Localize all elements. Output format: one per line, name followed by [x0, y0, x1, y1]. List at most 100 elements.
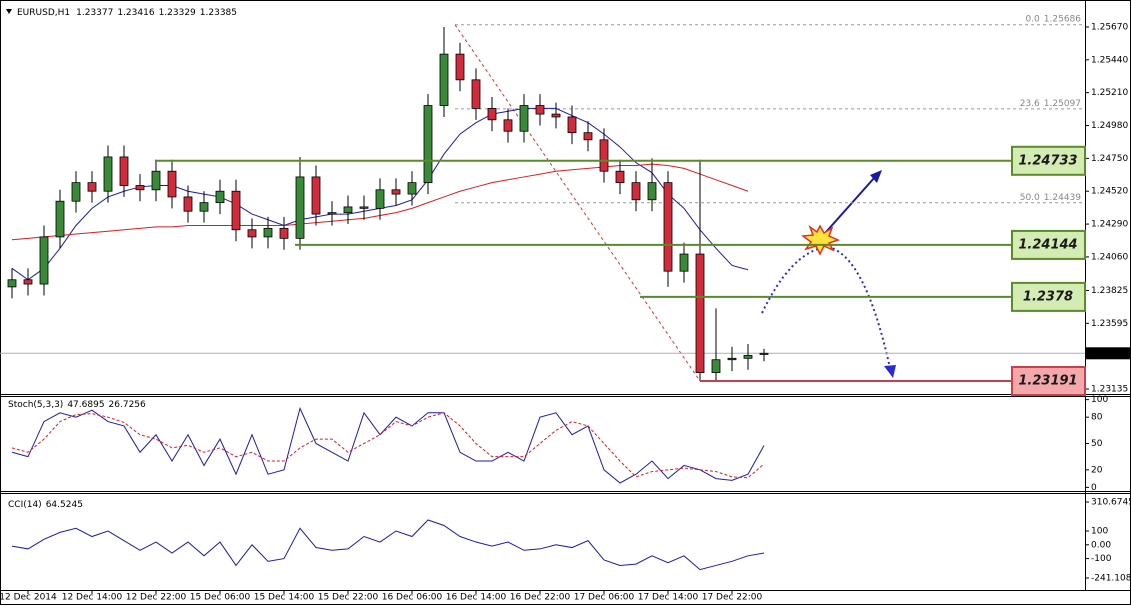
candle-body — [599, 139, 609, 172]
fib-price: 1.25097 — [1044, 98, 1081, 108]
candle-body — [359, 206, 369, 209]
candle-body — [583, 132, 593, 141]
candle-body — [439, 53, 449, 106]
y-tick-label: 80 — [1091, 413, 1103, 423]
candle-body — [311, 176, 321, 215]
candle-body — [759, 352, 769, 355]
y-tick-label: -241.1083 — [1091, 574, 1131, 584]
level-box — [1011, 281, 1086, 312]
candle-body — [375, 189, 385, 209]
candle-body — [279, 227, 289, 239]
candle-body — [119, 156, 129, 186]
candle-body — [167, 170, 177, 198]
level-box — [1011, 229, 1086, 260]
x-tick-label: 15 Dec 22:00 — [318, 593, 379, 603]
x-tick-label: 12 Dec 22:00 — [126, 593, 187, 603]
candle-body — [23, 279, 33, 285]
candle-body — [519, 105, 529, 132]
candle-body — [615, 170, 625, 184]
y-tick-label: 1.25440 — [1091, 55, 1128, 65]
candle-body — [727, 357, 737, 361]
y-tick-label: 1.23135 — [1091, 385, 1128, 395]
current-price-box — [1086, 347, 1130, 360]
up-arrow — [825, 176, 876, 233]
candle-body — [711, 359, 721, 373]
x-tick-label: 17 Dec 22:00 — [702, 593, 763, 603]
candle-body — [327, 212, 337, 215]
y-tick-label: 20 — [1091, 465, 1103, 475]
candle-body — [647, 182, 657, 201]
fib-trendline — [454, 24, 701, 382]
y-tick-label: 0 — [1091, 483, 1097, 493]
y-tick-label: 1.25670 — [1091, 22, 1128, 32]
candle-body — [503, 119, 513, 132]
candle-body — [455, 53, 465, 81]
y-tick-label: 100 — [1091, 527, 1108, 537]
y-tick-label: 0.00 — [1091, 540, 1111, 550]
indicator-line — [11, 406, 765, 484]
y-tick-label: 1.25210 — [1091, 88, 1128, 98]
x-tick-label: 12 Dec 2014 — [0, 593, 57, 603]
level-box — [1011, 366, 1086, 397]
y-tick-label: 1.24980 — [1091, 121, 1128, 131]
fib-ratio: 23.6 — [1020, 98, 1040, 108]
candle-body — [7, 279, 17, 288]
y-tick-label: 100 — [1091, 395, 1108, 405]
arrowhead — [870, 170, 882, 183]
x-tick-label: 16 Dec 22:00 — [510, 593, 571, 603]
candle-body — [183, 196, 193, 212]
symbol-header: EURUSD,H1 1.23377 1.23416 1.23329 1.23385 — [17, 8, 237, 18]
stoch-header: Stoch(5,3,3) 47.6895 26.7256 — [8, 400, 146, 410]
level-label: 1.24733 — [1018, 153, 1077, 168]
fib-price: 1.24439 — [1044, 192, 1081, 202]
candle-body — [391, 189, 401, 195]
fib-ratio: 0.0 — [1025, 14, 1040, 24]
y-tick-label: 310.6745 — [1091, 498, 1131, 508]
menu-triangle[interactable] — [6, 9, 12, 14]
candle-body — [87, 182, 97, 192]
arrowhead — [884, 365, 896, 378]
candle-body — [663, 182, 673, 272]
y-tick-label: 50 — [1091, 439, 1103, 449]
candle-body — [535, 105, 545, 115]
scenario-arrows — [761, 170, 896, 378]
x-tick-label: 15 Dec 06:00 — [190, 593, 251, 603]
candle-body — [135, 185, 145, 191]
level-label: 1.23191 — [1018, 374, 1077, 389]
y-tick-label: -100 — [1091, 554, 1112, 564]
x-tick-label: 15 Dec 14:00 — [254, 593, 315, 603]
candle-body — [471, 79, 481, 109]
y-tick-label: 1.24060 — [1091, 252, 1128, 262]
x-tick-label: 16 Dec 06:00 — [382, 593, 443, 603]
candle-body — [295, 176, 305, 239]
level-box — [1011, 145, 1086, 176]
candle-body — [215, 190, 225, 204]
y-tick-label: 1.24520 — [1091, 187, 1128, 197]
candle-body — [407, 182, 417, 195]
level-label: 1.24144 — [1018, 237, 1077, 252]
candle-body — [551, 113, 561, 118]
candle-body — [631, 182, 641, 201]
x-tick-label: 17 Dec 06:00 — [574, 593, 635, 603]
y-tick-label: 1.24290 — [1091, 220, 1128, 230]
fib-label: 23.6 1.25097 — [1020, 98, 1081, 108]
candle-body — [343, 206, 353, 214]
candle-body — [487, 107, 497, 121]
candle-body — [71, 182, 81, 202]
candle-body — [423, 105, 433, 184]
breakout-burst — [801, 224, 841, 256]
dotted-path — [827, 246, 891, 369]
candle-body — [247, 229, 257, 238]
candle-body — [151, 170, 161, 191]
y-tick-label: 1.23595 — [1091, 319, 1128, 329]
fib-label: 0.0 1.25686 — [1025, 14, 1081, 24]
candle-body — [39, 236, 49, 285]
candle-body — [199, 202, 209, 212]
level-label: 1.2378 — [1023, 289, 1073, 304]
candle-body — [55, 200, 65, 238]
x-tick-label: 16 Dec 14:00 — [446, 593, 507, 603]
cci-header: CCI(14) 64.5245 — [8, 500, 83, 510]
y-tick-label: 1.24750 — [1091, 154, 1128, 164]
